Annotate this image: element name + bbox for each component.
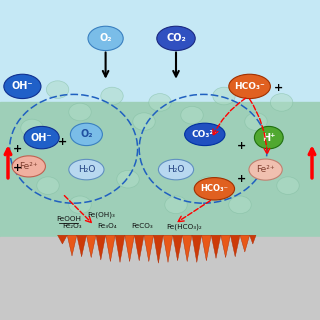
Ellipse shape [46,81,69,99]
Polygon shape [182,235,192,262]
Text: +: + [13,163,22,173]
Ellipse shape [249,159,282,180]
Polygon shape [192,235,202,262]
Text: HCO₃⁻: HCO₃⁻ [234,82,265,91]
Text: CO₂: CO₂ [166,33,186,44]
Ellipse shape [37,177,59,195]
Ellipse shape [21,119,43,137]
Ellipse shape [254,126,283,149]
Text: +: + [13,144,22,154]
Ellipse shape [197,177,219,195]
Text: OH⁻: OH⁻ [12,81,33,92]
Polygon shape [77,235,86,257]
Text: +: + [237,174,246,184]
Bar [0,237,320,320]
Ellipse shape [101,87,123,105]
Ellipse shape [88,26,123,51]
Polygon shape [202,235,211,261]
Polygon shape [86,235,96,258]
Ellipse shape [158,159,194,180]
Polygon shape [250,235,256,244]
Polygon shape [221,235,230,258]
Ellipse shape [229,74,270,99]
Polygon shape [67,235,77,256]
Polygon shape [134,235,144,261]
Ellipse shape [12,156,45,177]
Ellipse shape [69,196,91,214]
Ellipse shape [181,106,203,124]
Ellipse shape [117,170,139,188]
Ellipse shape [194,178,235,200]
Ellipse shape [277,177,299,195]
Text: H₂O: H₂O [167,165,185,174]
Ellipse shape [229,196,251,214]
Ellipse shape [270,93,293,111]
Ellipse shape [165,196,187,214]
Text: Fe²⁺: Fe²⁺ [20,162,38,171]
Bar [0,0,320,112]
Polygon shape [115,235,125,262]
Ellipse shape [24,126,59,149]
Ellipse shape [70,123,102,146]
Polygon shape [106,235,115,262]
Text: Fe²⁺: Fe²⁺ [256,165,275,174]
Text: +: + [58,137,67,148]
Text: O₂: O₂ [80,129,93,140]
Bar [0,102,320,237]
Polygon shape [96,235,106,260]
Text: FeOOH: FeOOH [56,216,81,222]
Polygon shape [230,235,240,257]
Polygon shape [154,235,163,263]
Text: H₂O: H₂O [78,165,95,174]
Text: CO₃²⁻: CO₃²⁻ [191,130,218,139]
Polygon shape [211,235,221,259]
Text: Fe(OH)₃: Fe(OH)₃ [87,212,115,219]
Ellipse shape [213,87,235,105]
Text: Fe₃O₄: Fe₃O₄ [97,223,117,229]
Polygon shape [58,235,67,244]
Text: H⁺: H⁺ [262,132,276,143]
Text: FeCO₃: FeCO₃ [132,223,153,229]
Polygon shape [173,235,182,261]
Polygon shape [125,235,134,262]
Ellipse shape [133,113,155,131]
Text: Fe(HCO₃)₂: Fe(HCO₃)₂ [166,223,202,230]
Ellipse shape [245,113,267,131]
Ellipse shape [69,103,91,121]
Text: OH⁻: OH⁻ [31,132,52,143]
Text: HCO₃⁻: HCO₃⁻ [200,184,228,193]
Ellipse shape [4,74,41,99]
Ellipse shape [69,159,104,180]
Ellipse shape [149,93,171,111]
Ellipse shape [185,123,225,146]
Polygon shape [144,235,154,262]
Polygon shape [163,235,173,262]
Text: +: + [274,83,283,93]
Text: +: + [237,140,246,151]
Text: O₂: O₂ [99,33,112,44]
Polygon shape [240,235,250,252]
Text: Fe₂O₃: Fe₂O₃ [62,223,82,229]
Ellipse shape [157,26,195,51]
